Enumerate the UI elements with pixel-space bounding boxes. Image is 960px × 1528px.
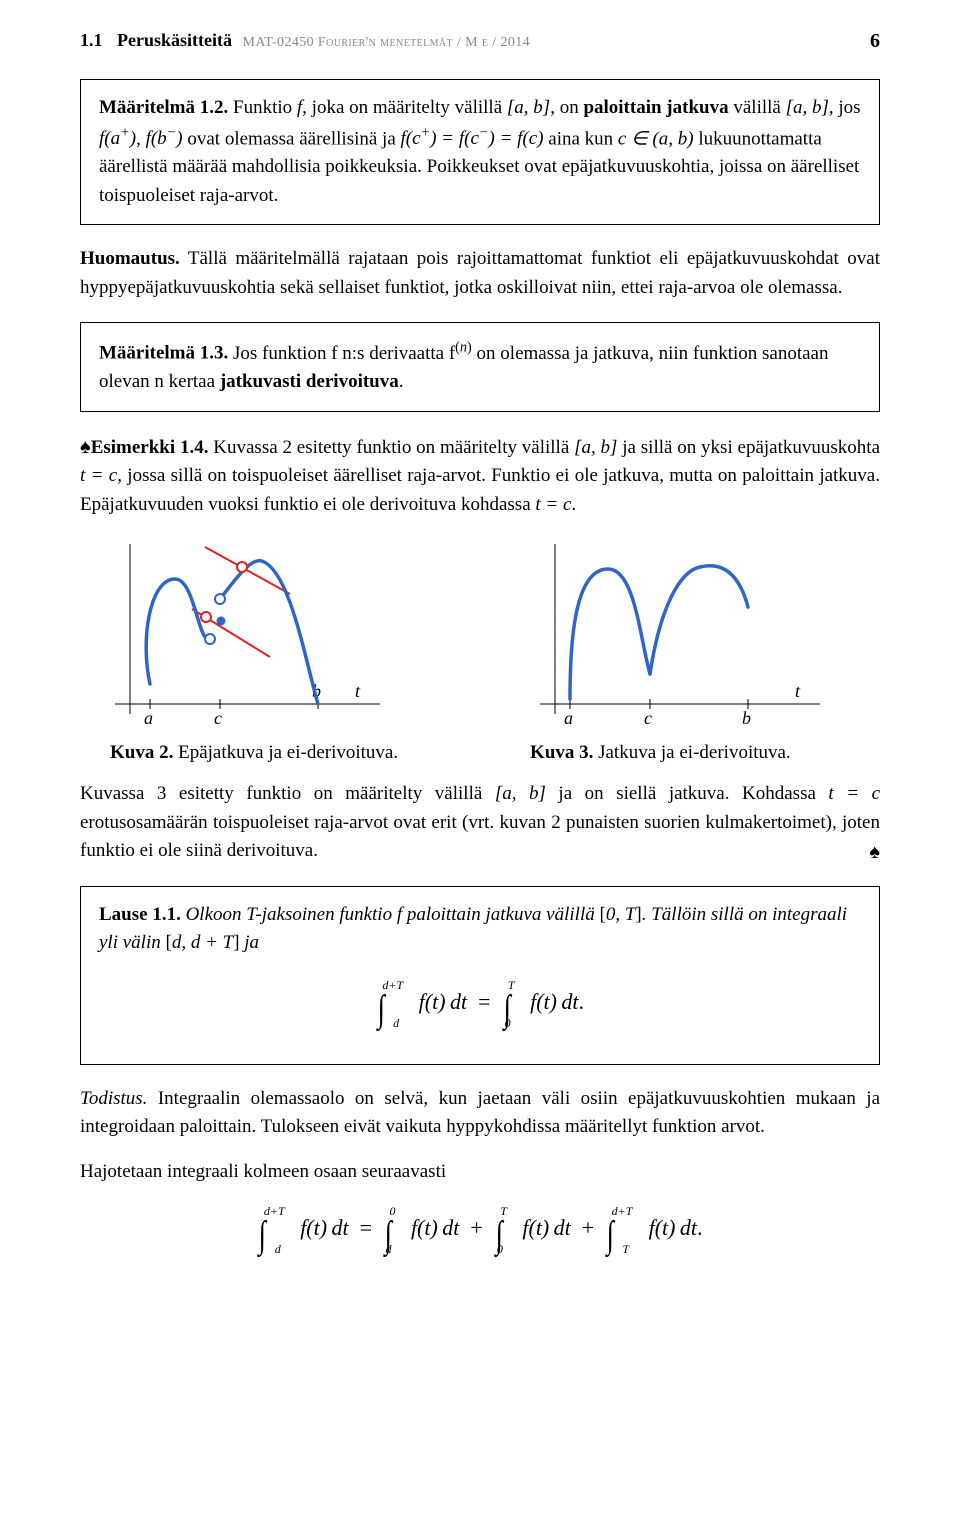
s-sup2: 0 xyxy=(389,1204,395,1219)
svg-text:a: a xyxy=(564,708,573,728)
s-sup3: T xyxy=(500,1204,507,1219)
proof-lead: Todistus. xyxy=(80,1088,147,1109)
spade-icon: ♠ xyxy=(80,436,91,458)
def13-head: Määritelmä 1.3. xyxy=(99,343,228,364)
after-figs-body: Kuvassa 3 esitetty funktio on määritelty… xyxy=(80,783,880,861)
thm11-body: Olkoon T-jaksoinen funktio f paloittain … xyxy=(99,904,847,954)
fig2-text: Epäjatkuva ja ei-derivoituva. xyxy=(178,742,398,763)
eq-rhs-sup: T xyxy=(508,976,515,994)
ex14-lead: Esimerkki 1.4. xyxy=(91,437,209,458)
s-sup4: d+T xyxy=(612,1204,633,1219)
eq-lhs-sup: d+T xyxy=(382,976,403,994)
svg-text:b: b xyxy=(742,708,751,728)
proof-body: Integraalin olemassaolo on selvä, kun ja… xyxy=(80,1088,880,1138)
figure-2-svg: a c b t xyxy=(80,539,430,734)
thm11-equation: ∫d+Td f(t) dt = ∫T0 f(t) dt. xyxy=(99,976,861,1032)
svg-text:a: a xyxy=(144,708,153,728)
eq-lhs-sub: d xyxy=(393,1014,399,1032)
figure-2: a c b t Kuva 2. Epäj xyxy=(80,539,460,764)
definition-1-2: Määritelmä 1.2. Funktio f, joka on määri… xyxy=(80,79,880,225)
course-tag: MAT-02450 Fourier'n menetelmät / M e / 2… xyxy=(242,35,530,50)
s-sub1: d xyxy=(275,1242,281,1257)
after-figures-para: Kuvassa 3 esitetty funktio on määritelty… xyxy=(80,780,880,866)
remark: Huomautus. Tällä määritelmällä rajataan … xyxy=(80,245,880,302)
thm11-head: Lause 1.1. xyxy=(99,904,181,925)
svg-text:t: t xyxy=(355,681,361,701)
page-header: 1.1 Peruskäsitteitä MAT-02450 Fourier'n … xyxy=(80,30,880,51)
proof-para: Todistus. Integraalin olemassaolo on sel… xyxy=(80,1085,880,1142)
figure-row: a c b t Kuva 2. Epäj xyxy=(80,539,880,764)
def13-c: jatkuvasti derivoituva xyxy=(220,371,399,392)
def13-d: . xyxy=(399,371,404,392)
figure-3-caption: Kuva 3. Jatkuva ja ei-derivoituva. xyxy=(530,742,880,764)
s-sub2: d xyxy=(385,1242,391,1257)
svg-text:t: t xyxy=(795,681,801,701)
spade-icon-close: ♠ xyxy=(869,837,880,867)
s-sub4: T xyxy=(622,1242,629,1257)
example-1-4: ♠Esimerkki 1.4. Kuvassa 2 esitetty funkt… xyxy=(80,432,880,520)
definition-1-3: Määritelmä 1.3. Jos funktion f n:s deriv… xyxy=(80,322,880,411)
eq-rhs-sub: 0 xyxy=(505,1014,511,1032)
s-sub3: 0 xyxy=(497,1242,503,1257)
svg-text:c: c xyxy=(644,708,652,728)
theorem-1-1: Lause 1.1. Olkoon T-jaksoinen funktio f … xyxy=(80,886,880,1065)
figure-2-caption: Kuva 2. Epäjatkuva ja ei-derivoituva. xyxy=(110,742,460,764)
def12-head: Määritelmä 1.2. xyxy=(99,97,228,118)
page-number: 6 xyxy=(870,30,880,53)
remark-body: Tällä määritelmällä rajataan pois rajoit… xyxy=(80,248,880,298)
page-root: 1.1 Peruskäsitteitä MAT-02450 Fourier'n … xyxy=(0,0,960,1315)
fig3-text: Jatkuva ja ei-derivoituva. xyxy=(598,742,791,763)
figure-3-svg: a c b t xyxy=(500,539,850,734)
def13-a: Jos funktion f n:s derivaatta f xyxy=(233,343,455,364)
s-sup1: d+T xyxy=(264,1204,285,1219)
svg-text:c: c xyxy=(214,708,222,728)
fig2-num: Kuva 2. xyxy=(110,742,173,763)
figure-3: a c b t Kuva 3. Jatkuva ja ei-derivoituv… xyxy=(500,539,880,764)
split-intro: Hajotetaan integraali kolmeen osaan seur… xyxy=(80,1158,880,1187)
section-title: Peruskäsitteitä xyxy=(117,30,232,50)
remark-lead: Huomautus. xyxy=(80,248,180,269)
split-equation: ∫d+Td f(t) dt = ∫0d f(t) dt + ∫T0 f(t) d… xyxy=(80,1204,880,1257)
section-number: 1.1 xyxy=(80,30,103,50)
fig3-num: Kuva 3. xyxy=(530,742,593,763)
